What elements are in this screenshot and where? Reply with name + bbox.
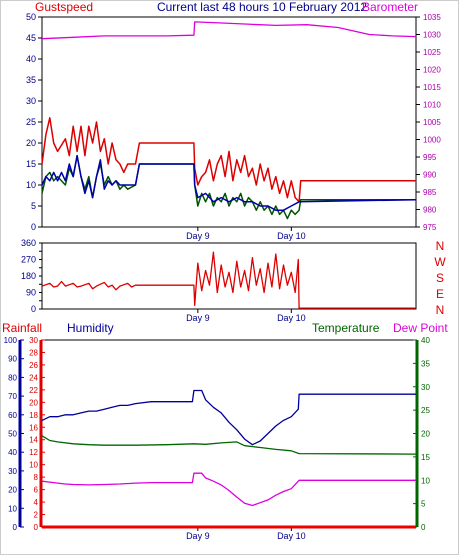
- direction-line: [41, 251, 416, 309]
- barometer-axis-tick-label: 995: [423, 153, 437, 162]
- gust-line: [41, 117, 416, 203]
- rainfall-axis-tick-label: 30: [29, 336, 38, 345]
- direction-x-tick-label: Day 9: [186, 313, 210, 323]
- barometer-label: Barometer: [362, 0, 418, 14]
- barometer-axis-tick-label: 1020: [423, 66, 441, 75]
- chart-title: Current last 48 hours 10 February 2012: [157, 0, 367, 14]
- rainfall-axis-tick-label: 10: [29, 461, 38, 470]
- rainfall-axis-tick-label: 6: [34, 486, 39, 495]
- compass-e: E: [436, 287, 444, 301]
- rainfall-axis-tick-label: 18: [29, 411, 38, 420]
- rainfall-axis-tick-label: 28: [29, 348, 38, 357]
- direction-axis-tick-label: 90: [26, 288, 36, 298]
- temperature-axis-tick-label: 15: [421, 453, 430, 462]
- barometer-axis-tick-label: 1010: [423, 101, 441, 110]
- gust-axis-tick-label: 15: [26, 159, 36, 169]
- wind-x-tick-label: Day 9: [186, 231, 210, 241]
- barometer-axis-tick-label: 985: [423, 188, 437, 197]
- rainfall-axis-tick-label: 8: [34, 473, 39, 482]
- temperature-label: Temperature: [312, 321, 380, 335]
- direction-x-tick-label: Day 10: [277, 313, 306, 323]
- gust-axis-tick-label: 5: [31, 201, 36, 211]
- rainfall-axis-tick-label: 4: [34, 498, 39, 507]
- rainfall-axis-tick-label: 22: [29, 386, 38, 395]
- barometer-axis-tick-label: 1035: [423, 13, 441, 22]
- rainfall-axis-tick-label: 24: [29, 373, 38, 382]
- humidity-axis-tick-label: 100: [4, 336, 18, 345]
- rainfall-axis-tick-label: 26: [29, 361, 38, 370]
- humidity-axis-tick-label: 40: [8, 448, 17, 457]
- gust-axis-tick-label: 30: [26, 96, 36, 106]
- compass-n-bottom: N: [436, 303, 445, 317]
- direction-axis-tick-label: 180: [21, 271, 36, 281]
- temperature-axis-tick-label: 40: [421, 336, 430, 345]
- temperature-x-tick-label: Day 9: [186, 531, 210, 541]
- humidity-axis-tick-label: 70: [8, 392, 17, 401]
- humidity-line: [41, 389, 416, 446]
- humidity-label: Humidity: [67, 321, 114, 335]
- barometer-line: [41, 21, 417, 40]
- humidity-axis-tick-label: 80: [8, 373, 17, 382]
- average-wind-line: [41, 154, 417, 211]
- temperature-x-tick-label: Day 10: [277, 531, 306, 541]
- gust-axis-tick-label: 10: [26, 180, 36, 190]
- temperature-axis-tick-label: 5: [421, 500, 426, 509]
- gust-axis-tick-label: 35: [26, 75, 36, 85]
- humidity-axis-tick-label: 50: [8, 430, 17, 439]
- humidity-axis-tick-label: 0: [13, 523, 18, 532]
- temperature-line: [41, 435, 417, 455]
- humidity-axis-tick-label: 30: [8, 467, 17, 476]
- dewpoint-line: [41, 472, 416, 507]
- humidity-axis-tick-label: 90: [8, 355, 17, 364]
- rainfall-axis-tick-label: 12: [29, 448, 38, 457]
- gust-axis-tick-label: 25: [26, 117, 36, 127]
- compass-w: W: [434, 255, 446, 269]
- temperature-axis-tick-label: 30: [421, 383, 430, 392]
- gustspeed-label: Gustspeed: [35, 0, 93, 14]
- gust-axis-tick-label: 20: [26, 138, 36, 148]
- gust-axis-tick-label: 45: [26, 33, 36, 43]
- barometer-axis-tick-label: 1005: [423, 118, 441, 127]
- gust-axis-tick-label: 50: [26, 12, 36, 22]
- barometer-axis-tick-label: 975: [423, 223, 437, 232]
- barometer-axis-tick-label: 1030: [423, 31, 441, 40]
- temperature-axis-tick-label: 35: [421, 359, 430, 368]
- chart-marks: 0510152025303540455097598098599099510001…: [4, 12, 442, 541]
- compass-s: S: [436, 271, 444, 285]
- rainfall-axis-tick-label: 20: [29, 398, 38, 407]
- rainfall-axis-tick-label: 14: [29, 436, 38, 445]
- dewpoint-label: Dew Point: [393, 321, 448, 335]
- rainfall-label: Rainfall: [2, 321, 42, 335]
- compass-n-top: N: [436, 239, 445, 253]
- rainfall-axis-tick-label: 0: [34, 523, 39, 532]
- wind-x-tick-label: Day 10: [277, 231, 306, 241]
- barometer-axis-tick-label: 980: [423, 206, 437, 215]
- barometer-axis-tick-label: 990: [423, 171, 437, 180]
- temperature-axis-tick-label: 10: [421, 476, 430, 485]
- gust-axis-tick-label: 40: [26, 54, 36, 64]
- direction-axis-tick-label: 270: [21, 255, 36, 265]
- humidity-axis-tick-label: 10: [8, 504, 17, 513]
- temperature-axis-tick-label: 20: [421, 430, 430, 439]
- barometer-axis-tick-label: 1015: [423, 83, 441, 92]
- rainfall-axis-tick-label: 2: [34, 511, 39, 520]
- temperature-axis-tick-label: 0: [421, 523, 426, 532]
- barometer-axis-tick-label: 1025: [423, 48, 441, 57]
- direction-axis-tick-label: 0: [31, 304, 36, 314]
- rainfall-axis-tick-label: 16: [29, 423, 38, 432]
- temperature-axis-tick-label: 25: [421, 406, 430, 415]
- barometer-axis-tick-label: 1000: [423, 136, 441, 145]
- direction-axis-tick-label: 360: [21, 238, 36, 248]
- gust-axis-tick-label: 0: [31, 222, 36, 232]
- humidity-axis-tick-label: 20: [8, 486, 17, 495]
- humidity-axis-tick-label: 60: [8, 411, 17, 420]
